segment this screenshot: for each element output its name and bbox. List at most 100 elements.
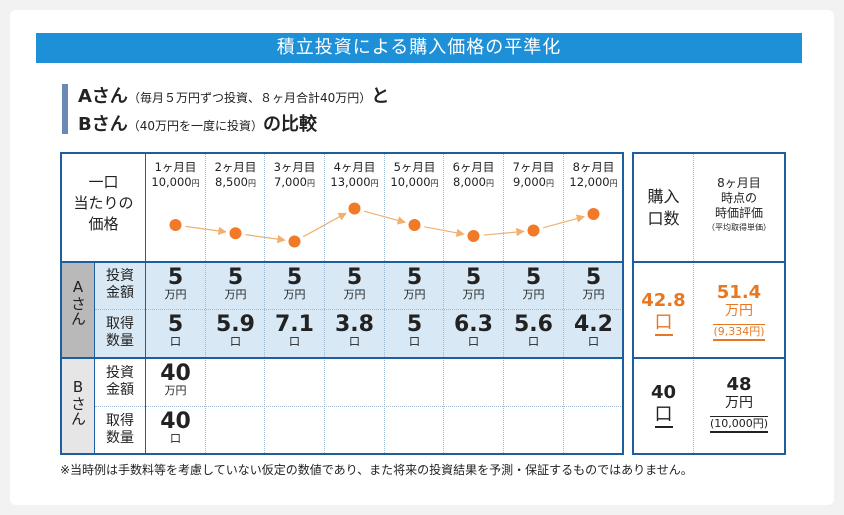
month-label: 7ヶ月目 xyxy=(512,160,555,174)
month-price-yen: 円 xyxy=(430,179,439,188)
price-arrow-6 xyxy=(483,227,525,237)
a-acquire-unit: 口 xyxy=(528,335,539,348)
month-price: 13,000円 xyxy=(325,175,384,191)
a-invest-unit: 万円 xyxy=(343,288,366,301)
a-invest-cell-8: 5 万円 xyxy=(564,267,623,301)
right-table-bottom xyxy=(632,453,786,455)
price-point-4 xyxy=(348,202,361,215)
a-invest-value: 5 xyxy=(406,265,423,290)
month-header-1: 1ヶ月目 10,000円 xyxy=(146,160,205,191)
purchase-units-header: 購入 口数 xyxy=(634,186,693,230)
a-invest-unit: 万円 xyxy=(462,288,485,301)
month-price: 12,000円 xyxy=(564,175,623,191)
a-invest-value: 5 xyxy=(286,265,303,290)
month-label: 2ヶ月目 xyxy=(214,160,257,174)
main-table-right xyxy=(622,152,624,455)
price-arrow-3 xyxy=(302,212,347,238)
b-valuation-value: 48 xyxy=(726,374,752,395)
a-acquire-unit: 口 xyxy=(170,335,181,348)
a-invest-unit: 万円 xyxy=(164,288,187,301)
month-price-value: 10,000 xyxy=(151,175,192,189)
a-label-shade xyxy=(61,262,94,358)
month-price-value: 12,000 xyxy=(569,175,610,189)
a-invest-cell-1: 5 万円 xyxy=(146,267,205,301)
a-invest-unit: 万円 xyxy=(403,288,426,301)
price-point-8 xyxy=(587,208,600,220)
page-title: 積立投資による購入価格の平準化 xyxy=(36,33,802,63)
a-acquire-unit: 口 xyxy=(230,335,241,348)
a-invest-value: 5 xyxy=(525,265,542,290)
valuation-header-4: （平均取得単価） xyxy=(707,223,771,232)
b-acquire-label-2: 数量 xyxy=(106,430,134,446)
a-invest-cell-4: 5 万円 xyxy=(325,267,384,301)
a-acquire-value: 3.8 xyxy=(335,312,374,337)
price-line-chart xyxy=(169,202,600,248)
month-price: 9,000円 xyxy=(504,175,563,191)
price-arrow-7 xyxy=(542,214,586,229)
a-invest-unit: 万円 xyxy=(224,288,247,301)
month-price-yen: 円 xyxy=(485,179,494,188)
month-price-yen: 円 xyxy=(191,179,200,188)
b-total-units-unit: 口 xyxy=(654,404,673,428)
right-table-left xyxy=(632,152,634,455)
month-header-4: 4ヶ月目 13,000円 xyxy=(325,160,384,191)
header-label-sep xyxy=(145,152,146,262)
b-acquire-value: 40 xyxy=(160,409,191,434)
a-acquire-cell-2: 5.9 口 xyxy=(206,314,265,348)
card-background xyxy=(10,10,834,505)
b-acquire-label-1: 取得 xyxy=(106,413,134,429)
a-row-shade xyxy=(95,262,623,358)
a-acquire-value: 7.1 xyxy=(275,312,314,337)
subtitle-b-note: （40万円を一度に投資） xyxy=(127,119,264,133)
price-point-2 xyxy=(229,227,242,240)
month-header-8: 8ヶ月目 12,000円 xyxy=(564,160,623,191)
a-acquire-value: 4.2 xyxy=(574,312,613,337)
month-header-7: 7ヶ月目 9,000円 xyxy=(504,160,563,191)
month-price-value: 7,000 xyxy=(274,175,307,189)
month-price-value: 10,000 xyxy=(390,175,431,189)
month-price-yen: 円 xyxy=(545,179,554,188)
a-total-units-unit: 口 xyxy=(654,312,673,336)
a-valuation-cell: 51.4 万円 (9,334円) xyxy=(694,282,784,341)
subtitle-a-name: Aさん xyxy=(78,86,128,107)
month-label: 5ヶ月目 xyxy=(393,160,436,174)
a-acquire-cell-7: 5.6 口 xyxy=(504,314,563,348)
month-header-2: 2ヶ月目 8,500円 xyxy=(206,160,265,191)
subtitle-a-note: （毎月５万円ずつ投資、８ヶ月合計40万円） xyxy=(127,91,372,105)
a-invest-value: 5 xyxy=(167,265,184,290)
a-acquire-label: 取得 数量 xyxy=(95,316,145,350)
a-acquire-unit: 口 xyxy=(349,335,360,348)
price-point-5 xyxy=(408,219,421,231)
a-acquire-cell-4: 3.8 口 xyxy=(325,314,384,348)
month-price-value: 8,000 xyxy=(453,175,486,189)
a-avg-cost: (9,334円) xyxy=(713,324,765,341)
a-acquire-label-2: 数量 xyxy=(106,333,134,349)
a-invest-value: 5 xyxy=(585,265,602,290)
month-label: 1ヶ月目 xyxy=(154,160,197,174)
right-header-sep xyxy=(632,261,786,263)
a-acquire-unit: 口 xyxy=(409,335,420,348)
main-table-bottom xyxy=(60,453,624,455)
col-sep-4 xyxy=(384,153,385,453)
price-point-7 xyxy=(527,224,540,237)
month-label: 4ヶ月目 xyxy=(333,160,376,174)
a-invest-unit: 万円 xyxy=(582,288,605,301)
a-invest-label-1: 投資 xyxy=(106,268,134,284)
a-acquire-value: 5.6 xyxy=(514,312,553,337)
price-point-3 xyxy=(288,235,301,248)
footnote: ※当時例は手数料等を考慮していない仮定の数値であり、また将来の投資結果を予測・保… xyxy=(60,463,693,477)
col-sep-6 xyxy=(503,153,504,453)
a-acquire-value: 5 xyxy=(167,312,184,337)
main-table-top xyxy=(60,152,624,154)
col-sep-2 xyxy=(264,153,265,453)
month-price: 7,000円 xyxy=(265,175,324,191)
a-acquire-cell-8: 4.2 口 xyxy=(564,314,623,348)
b-invest-label-1: 投資 xyxy=(106,365,134,381)
a-row-sep xyxy=(95,309,623,310)
purchase-header-2: 口数 xyxy=(647,209,680,228)
month-price: 8,500円 xyxy=(206,175,265,191)
subtitle-a-tail: と xyxy=(371,86,390,107)
subtitle-line-1: Aさん（毎月５万円ずつ投資、８ヶ月合計40万円）と xyxy=(78,82,389,108)
month-price-yen: 円 xyxy=(306,179,315,188)
